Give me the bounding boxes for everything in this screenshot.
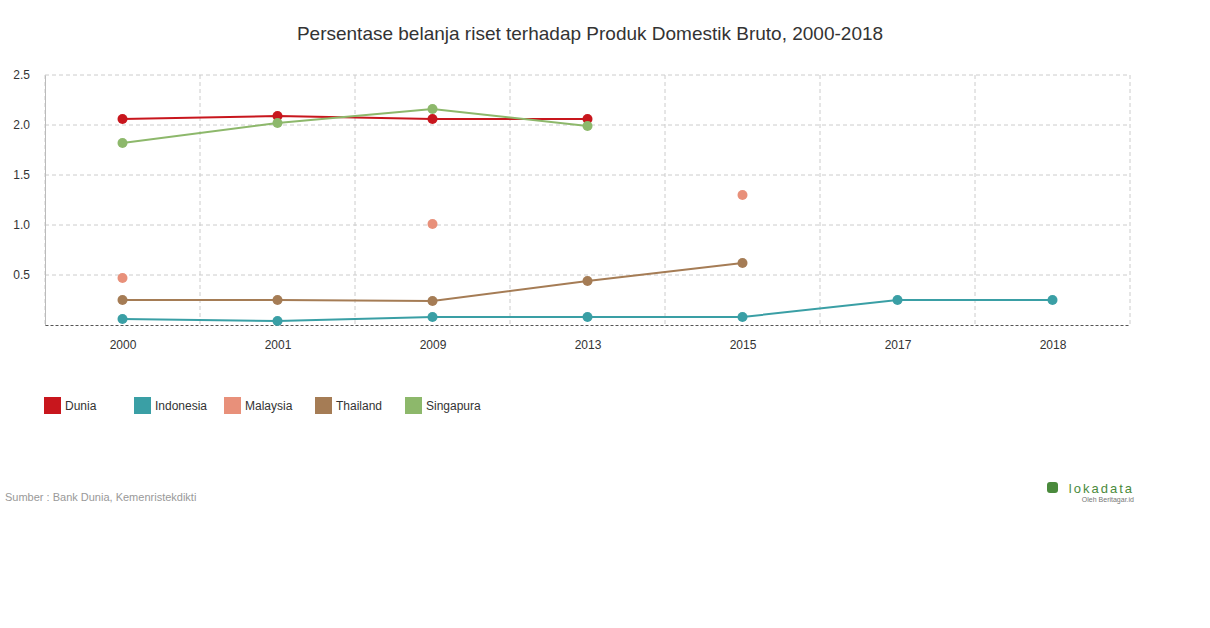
legend-item: Thailand bbox=[315, 397, 382, 414]
x-tick-label: 2018 bbox=[1040, 338, 1067, 352]
y-tick: 1.0 bbox=[13, 218, 45, 232]
series-point bbox=[118, 114, 128, 124]
series-line bbox=[123, 109, 588, 143]
series bbox=[118, 190, 748, 283]
x-tick-label: 2015 bbox=[730, 338, 757, 352]
series-point bbox=[1048, 295, 1058, 305]
series-line bbox=[123, 300, 1053, 321]
grid-line-x bbox=[200, 75, 201, 325]
x-tick-label: 2013 bbox=[575, 338, 602, 352]
legend-swatch bbox=[405, 397, 422, 414]
series bbox=[118, 104, 593, 148]
legend-item: Dunia bbox=[44, 397, 97, 414]
legend-item: Malaysia bbox=[224, 397, 293, 414]
grid-line-x bbox=[820, 75, 821, 325]
series-point bbox=[118, 273, 128, 283]
series-point bbox=[118, 138, 128, 148]
y-tick-label: 2.5 bbox=[13, 68, 30, 82]
series bbox=[118, 111, 593, 124]
chart-title: Persentase belanja riset terhadap Produk… bbox=[297, 23, 883, 44]
grid-line-x bbox=[975, 75, 976, 325]
y-tick-label: 1.5 bbox=[13, 168, 30, 182]
credit-icon bbox=[1047, 482, 1058, 493]
x-tick-label: 2009 bbox=[420, 338, 447, 352]
legend-label: Indonesia bbox=[155, 399, 207, 413]
series-point bbox=[118, 314, 128, 324]
legend-label: Singapura bbox=[426, 399, 481, 413]
series-point bbox=[583, 276, 593, 286]
legend-label: Thailand bbox=[336, 399, 382, 413]
credit-brand: lokadata bbox=[1069, 481, 1134, 496]
series-point bbox=[893, 295, 903, 305]
grid-line-y bbox=[45, 75, 1130, 76]
y-tick: 2.5 bbox=[13, 68, 45, 82]
series-point bbox=[428, 104, 438, 114]
x-tick: 2009 bbox=[420, 325, 447, 352]
x-tick: 2018 bbox=[1040, 325, 1067, 352]
x-tick-label: 2000 bbox=[110, 338, 137, 352]
y-tick-label: 1.0 bbox=[13, 218, 30, 232]
y-tick: 0.5 bbox=[13, 268, 45, 282]
x-axis: 2000 2001 2009 2013 2015 2017 2018 bbox=[46, 325, 1131, 352]
legend-swatch bbox=[134, 397, 151, 414]
series-point bbox=[428, 114, 438, 124]
series-point bbox=[738, 312, 748, 322]
y-axis-line bbox=[45, 76, 46, 326]
x-tick-label: 2001 bbox=[265, 338, 292, 352]
legend-swatch bbox=[224, 397, 241, 414]
chart-root: Persentase belanja riset terhadap Produk… bbox=[0, 0, 1210, 628]
legend-swatch bbox=[315, 397, 332, 414]
series-point bbox=[273, 295, 283, 305]
legend-swatch bbox=[44, 397, 61, 414]
credit-sub: Oleh Beritagar.id bbox=[1082, 496, 1134, 504]
grid-line-y bbox=[45, 275, 1130, 276]
series-point bbox=[738, 258, 748, 268]
legend: Dunia Indonesia Malaysia Thailand Singapura bbox=[44, 397, 481, 414]
grid-line-x bbox=[45, 75, 46, 325]
legend-label: Malaysia bbox=[245, 399, 293, 413]
series bbox=[118, 258, 748, 306]
plot-area bbox=[118, 104, 1058, 326]
series-point bbox=[428, 219, 438, 229]
grid-line-x bbox=[665, 75, 666, 325]
x-tick: 2017 bbox=[885, 325, 912, 352]
grid-line-y bbox=[45, 225, 1130, 226]
x-axis-line bbox=[46, 325, 1131, 326]
y-tick: 1.5 bbox=[13, 168, 45, 182]
x-tick: 2015 bbox=[730, 325, 757, 352]
x-tick: 2013 bbox=[575, 325, 602, 352]
series-point bbox=[118, 295, 128, 305]
series-point bbox=[583, 121, 593, 131]
x-tick: 2000 bbox=[110, 325, 137, 352]
series-line bbox=[123, 263, 743, 301]
legend-label: Dunia bbox=[65, 399, 97, 413]
x-tick: 2001 bbox=[265, 325, 292, 352]
series-point bbox=[428, 296, 438, 306]
series-point bbox=[273, 316, 283, 326]
y-tick-label: 0.5 bbox=[13, 268, 30, 282]
grid-line-y bbox=[45, 175, 1130, 176]
y-tick: 2.0 bbox=[13, 118, 45, 132]
credit: lokadataOleh Beritagar.id bbox=[1047, 481, 1134, 504]
y-axis: 0.5 1.0 1.5 2.0 2.5 bbox=[13, 68, 45, 325]
legend-item: Indonesia bbox=[134, 397, 207, 414]
series-point bbox=[583, 312, 593, 322]
series-point bbox=[428, 312, 438, 322]
x-tick-label: 2017 bbox=[885, 338, 912, 352]
y-tick-label: 2.0 bbox=[13, 118, 30, 132]
source: Sumber : Bank Dunia, Kemenristekdikti bbox=[5, 491, 196, 503]
grid-line-x bbox=[510, 75, 511, 325]
grid bbox=[45, 75, 1130, 325]
series-point bbox=[273, 118, 283, 128]
series-point bbox=[738, 190, 748, 200]
legend-item: Singapura bbox=[405, 397, 481, 414]
grid-line-x bbox=[1130, 75, 1131, 325]
grid-line-x bbox=[355, 75, 356, 325]
